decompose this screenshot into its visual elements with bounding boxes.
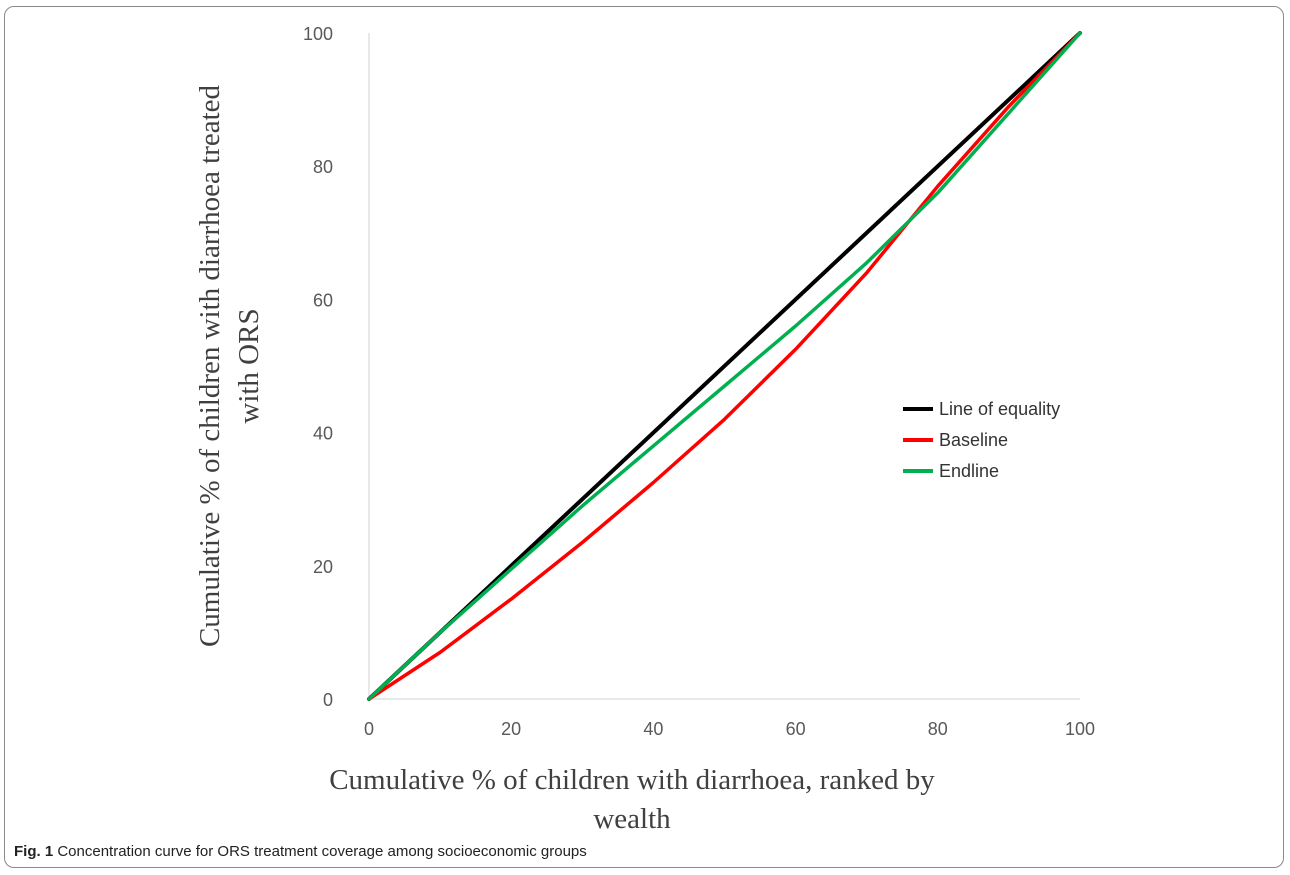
y-tick-label: 40 [313, 424, 333, 444]
x-tick-label: 60 [786, 719, 806, 739]
y-tick-label: 0 [323, 690, 333, 710]
x-tick-label: 40 [643, 719, 663, 739]
figure-caption-text: Concentration curve for ORS treatment co… [57, 843, 587, 860]
y-tick-label: 60 [313, 290, 333, 310]
series-line-baseline [367, 31, 1082, 701]
series-line-endline [367, 31, 1082, 701]
figure-label: Fig. 1 [14, 843, 54, 860]
figure-frame [4, 6, 1284, 868]
legend: Line of equality Baseline Endline [903, 399, 1060, 481]
legend-label-baseline: Baseline [939, 430, 1008, 450]
y-axis-title-line: Cumulative % of children with diarrhoea … [194, 84, 226, 647]
x-axis-title-line: wealth [593, 803, 671, 835]
series-lines [367, 31, 1082, 701]
legend-label-endline: Endline [939, 461, 999, 481]
axis-titles: Cumulative % of children with diarrhoea,… [194, 84, 935, 835]
y-tick-label: 80 [313, 157, 333, 177]
y-axis-title-line: with ORS [233, 308, 265, 423]
x-tick-label: 80 [928, 719, 948, 739]
x-axis-title: Cumulative % of children with diarrhoea,… [329, 764, 935, 835]
y-tick-label: 20 [313, 557, 333, 577]
legend-label-line-of-equality: Line of equality [939, 399, 1060, 419]
axes [368, 33, 1080, 700]
x-tick-label: 20 [501, 719, 521, 739]
tick-labels: 0 20 40 60 80 100 0 20 40 60 80 100 [303, 24, 1095, 739]
x-axis-title-line: Cumulative % of children with diarrhoea,… [329, 764, 935, 796]
x-tick-label: 0 [364, 719, 374, 739]
x-tick-label: 100 [1065, 719, 1095, 739]
figure-caption: Fig. 1 Concentration curve for ORS treat… [14, 843, 587, 860]
y-tick-label: 100 [303, 24, 333, 44]
concentration-curve-chart: 0 20 40 60 80 100 0 20 40 60 80 100 Line of equalit… [194, 24, 1095, 835]
